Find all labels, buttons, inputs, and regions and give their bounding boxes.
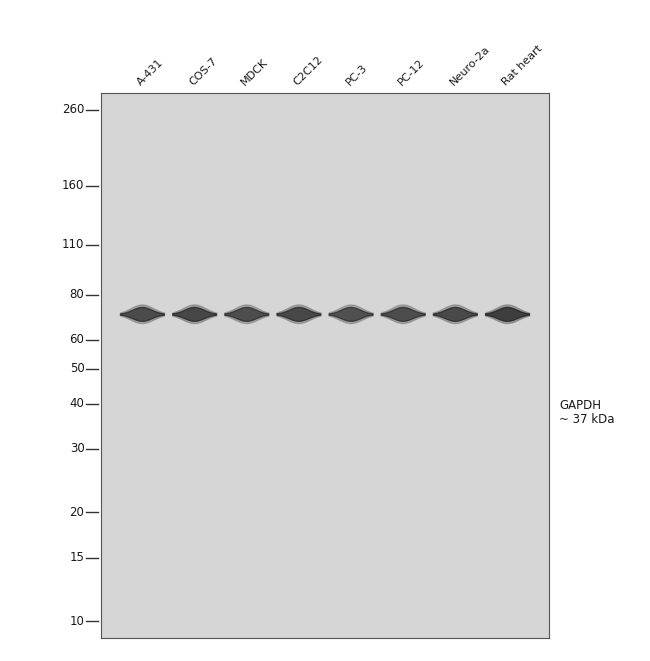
Polygon shape: [329, 305, 373, 324]
Polygon shape: [277, 305, 321, 324]
Text: 260: 260: [62, 103, 84, 116]
Polygon shape: [277, 307, 321, 321]
Text: 160: 160: [62, 179, 84, 192]
Polygon shape: [486, 307, 530, 321]
Polygon shape: [225, 307, 268, 321]
Text: Rat heart: Rat heart: [500, 44, 545, 87]
Text: 15: 15: [70, 551, 84, 564]
Polygon shape: [173, 307, 216, 321]
Text: A-431: A-431: [135, 58, 166, 87]
Text: 50: 50: [70, 362, 84, 375]
Text: 30: 30: [70, 442, 84, 455]
Text: GAPDH: GAPDH: [559, 399, 601, 412]
Polygon shape: [434, 307, 477, 321]
Text: COS-7: COS-7: [188, 56, 219, 87]
Text: PC-12: PC-12: [396, 57, 426, 87]
Polygon shape: [382, 305, 425, 324]
Polygon shape: [329, 307, 373, 321]
Text: C2C12: C2C12: [292, 54, 325, 87]
Polygon shape: [382, 307, 425, 321]
Text: 110: 110: [62, 238, 84, 251]
Polygon shape: [173, 305, 216, 324]
Text: PC-3: PC-3: [344, 62, 369, 87]
Text: Neuro-2a: Neuro-2a: [448, 44, 492, 87]
Text: 40: 40: [70, 397, 84, 410]
Polygon shape: [120, 307, 164, 321]
Text: 20: 20: [70, 506, 84, 519]
Polygon shape: [225, 305, 268, 324]
Text: 80: 80: [70, 288, 84, 301]
Text: 60: 60: [70, 333, 84, 346]
Text: MDCK: MDCK: [240, 57, 270, 87]
Polygon shape: [434, 305, 477, 324]
Text: ~ 37 kDa: ~ 37 kDa: [559, 412, 614, 426]
Polygon shape: [486, 305, 530, 324]
Text: 10: 10: [70, 615, 84, 628]
Polygon shape: [120, 305, 164, 324]
